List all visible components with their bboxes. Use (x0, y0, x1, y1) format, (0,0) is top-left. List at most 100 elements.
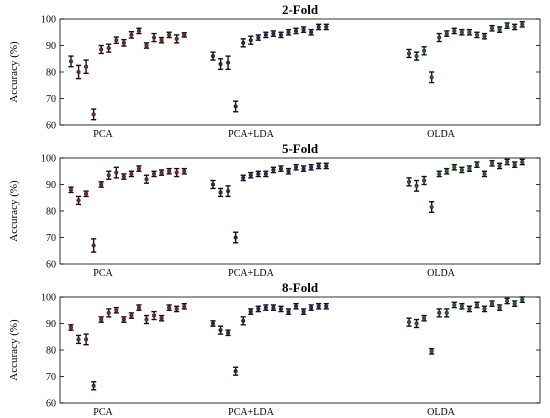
data-point (121, 174, 126, 179)
data-point (271, 31, 276, 36)
y-tick-label: 80 (46, 68, 56, 79)
data-point (233, 235, 238, 240)
data-point (293, 28, 299, 34)
data-point (91, 383, 96, 388)
data-point (301, 166, 306, 171)
data-point (83, 191, 89, 196)
data-point (159, 170, 164, 175)
data-point (106, 46, 111, 51)
data-point (324, 24, 329, 30)
y-tick-label: 100 (41, 154, 56, 165)
data-point (99, 317, 104, 322)
data-point (76, 198, 81, 203)
y-tick-label: 80 (46, 346, 56, 357)
category-label: PCA+LDA (228, 129, 274, 140)
data-point (286, 30, 291, 35)
data-point (233, 104, 238, 109)
data-point (129, 32, 134, 37)
series-olda (406, 158, 525, 214)
data-point (136, 305, 142, 310)
data-point (301, 27, 306, 32)
data-point (106, 310, 111, 315)
data-point (159, 38, 164, 43)
series-pca-lda (210, 302, 329, 376)
series-pca-lda (210, 23, 329, 113)
data-point (114, 38, 119, 43)
data-point (482, 34, 487, 39)
data-point (226, 60, 231, 65)
y-tick-label: 70 (46, 233, 56, 244)
data-point (256, 306, 261, 312)
data-point (520, 159, 525, 165)
data-point (474, 32, 480, 37)
data-point (422, 316, 427, 321)
data-point (182, 304, 187, 309)
data-point (309, 30, 314, 35)
data-point (278, 166, 284, 171)
data-point (497, 27, 502, 32)
data-point (489, 301, 495, 306)
data-point (226, 330, 231, 335)
data-point (83, 64, 89, 69)
category-label: PCA+LDA (228, 407, 274, 418)
data-point (459, 30, 464, 35)
series-olda (406, 296, 525, 355)
data-point (422, 48, 427, 53)
data-point (241, 175, 246, 180)
data-point (452, 165, 457, 170)
data-point (151, 313, 157, 318)
y-tick-label: 100 (41, 293, 56, 304)
data-point (121, 40, 126, 45)
data-point (422, 178, 427, 183)
data-point (474, 302, 480, 308)
data-point (256, 35, 261, 40)
data-point (210, 182, 216, 187)
y-tick-label: 60 (46, 260, 56, 271)
data-point (414, 183, 419, 188)
data-point (309, 165, 314, 170)
data-point (316, 304, 321, 309)
y-tick-label: 60 (46, 121, 56, 132)
data-point (182, 169, 187, 174)
data-point (459, 167, 464, 173)
data-point (263, 171, 268, 176)
data-point (278, 306, 284, 312)
category-label: PCA (93, 407, 113, 418)
data-point (68, 325, 74, 330)
data-point (83, 337, 89, 342)
data-point (429, 75, 434, 80)
data-point (293, 165, 299, 170)
y-tick-label: 100 (41, 15, 56, 26)
data-point (218, 190, 223, 195)
data-point (437, 310, 442, 315)
data-point (167, 305, 172, 310)
data-point (505, 23, 510, 28)
data-point (248, 173, 253, 178)
data-point (437, 35, 442, 40)
y-tick-label: 70 (46, 94, 56, 105)
category-label: PCA (93, 268, 113, 279)
data-point (129, 313, 134, 318)
data-point (316, 163, 321, 169)
data-point (505, 298, 510, 304)
data-point (467, 30, 472, 35)
data-point (99, 47, 104, 52)
data-point (309, 305, 314, 310)
data-point (167, 32, 172, 37)
data-point (406, 51, 412, 56)
data-point (174, 170, 179, 175)
data-point (474, 162, 480, 167)
data-point (482, 306, 487, 312)
data-point (512, 24, 517, 30)
data-point (159, 316, 164, 321)
data-point (301, 309, 306, 314)
data-point (226, 189, 231, 194)
data-point (429, 204, 434, 210)
data-point (444, 169, 449, 174)
data-point (99, 182, 104, 187)
data-point (512, 301, 517, 306)
data-point (520, 297, 525, 302)
data-point (144, 43, 149, 48)
data-point (444, 31, 449, 36)
panel-title: 5-Fold (282, 141, 319, 156)
